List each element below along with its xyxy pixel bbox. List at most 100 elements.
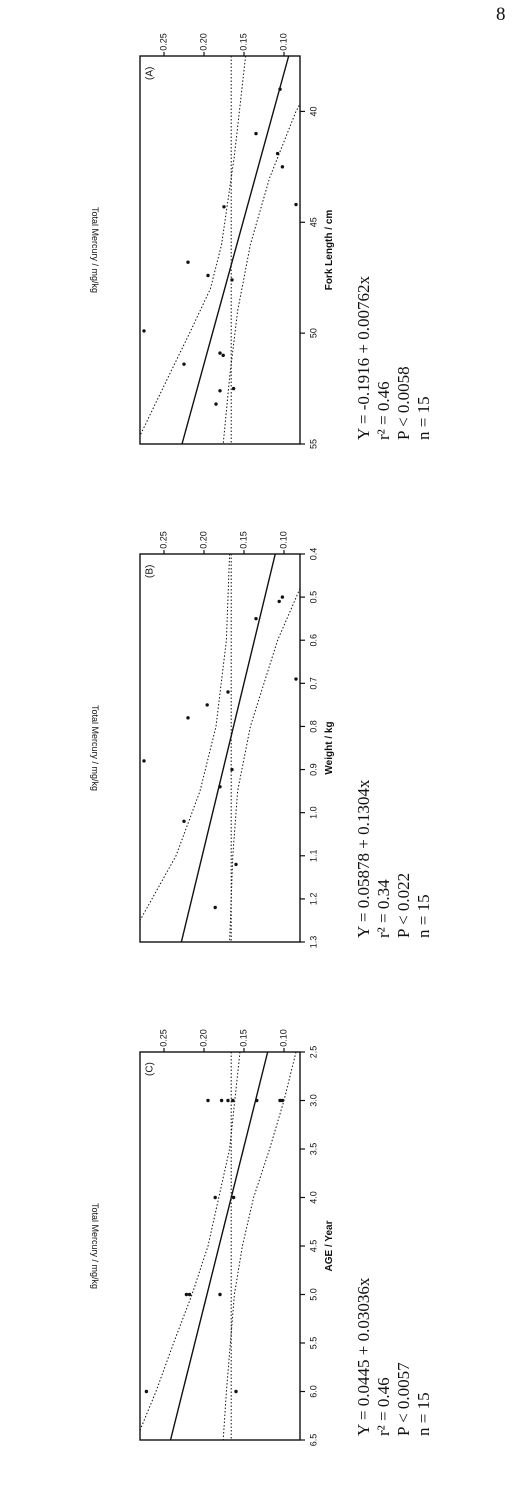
plot-area [140, 554, 300, 942]
data-point [280, 1098, 285, 1103]
x-tick-label: 50 [308, 328, 318, 338]
chart-panel-b: 0.4 0.5 0.6 0.7 0.8 0.9 1.0 1.1 1.2 1.3 0.10 0.15 0.… [0, 498, 526, 996]
plot-frame [139, 55, 301, 445]
data-point [205, 703, 209, 707]
y-axis-title: Total Mercury / mg/kg [90, 1203, 100, 1289]
x-tick-label: 4.5 [308, 1240, 318, 1253]
x-tick-label: 1.3 [308, 936, 318, 949]
data-point [206, 273, 210, 278]
plot-frame [139, 1051, 301, 1441]
data-point [254, 131, 258, 136]
regression-annotation-c: Y = 0.0445 + 0.03036x r² = 0.46 P < 0.0057… [354, 996, 514, 1494]
data-point [214, 402, 218, 406]
data-point [213, 905, 217, 910]
x-tick-label: 5.0 [308, 1288, 318, 1301]
scatter-plot-a: 40 45 50 55 0.10 0.15 0.20 0.25 Fork Length / cm… [90, 33, 335, 449]
x-tick-label: 2.5 [308, 1046, 318, 1059]
scatter-plot-b: 0.4 0.5 0.6 0.7 0.8 0.9 1.0 1.1 1.2 1.3 0.10 0.15 0.… [90, 531, 335, 949]
scatter-plot-c: 2.5 3.0 3.5 4.0 4.5 5.0 5.5 6.0 6.5 0.10 0.15 0.20 0… [90, 1029, 335, 1446]
data-point [275, 151, 280, 156]
data-point [280, 165, 285, 169]
plot-frame [139, 553, 301, 943]
y-tick-label: 0.20 [198, 33, 208, 51]
y-tick-label: 0.10 [278, 33, 288, 51]
data-point [231, 1195, 236, 1200]
data-point [230, 767, 234, 772]
data-point [187, 1292, 192, 1297]
data-point [278, 87, 282, 91]
y-tick-label: 0.10 [278, 1029, 288, 1047]
panel-label: (A) [144, 67, 155, 80]
annotation-line: Y = 0.0445 + 0.03036x [354, 1277, 373, 1436]
y-tick-label: 0.20 [198, 1029, 208, 1047]
y-tick-label: 0.20 [198, 531, 208, 549]
confidence-band-upper [140, 1052, 241, 1432]
regression-annotation-a: Y = -0.1916 + 0.00762x r² = 0.46 P < 0.005… [354, 0, 514, 498]
data-point [294, 677, 298, 681]
confidence-band-upper [140, 56, 247, 437]
chart-panel-c: 2.5 3.0 3.5 4.0 4.5 5.0 5.5 6.0 6.5 0.10 0.15 0.20 0… [0, 996, 526, 1494]
y-axis-title: Total Mercury / mg/kg [90, 207, 100, 293]
x-tick-label: 45 [308, 217, 318, 227]
x-axis-title: Fork Length / cm [324, 210, 335, 291]
x-tick-label: 0.8 [308, 720, 318, 733]
confidence-band-lower [229, 588, 300, 942]
confidence-band-upper [140, 554, 231, 921]
y-tick-label: 0.25 [158, 1029, 168, 1047]
data-point [218, 389, 222, 393]
x-tick-label: 3.0 [308, 1094, 318, 1107]
data-point [218, 1292, 222, 1297]
annotation-line: n = 15 [414, 894, 433, 938]
x-tick-label: 0.4 [308, 548, 318, 561]
x-tick-label: 0.6 [308, 634, 318, 647]
annotation-line: r² = 0.46 [374, 1377, 393, 1436]
y-axis-title: Total Mercury / mg/kg [90, 705, 100, 791]
x-tick-label: 0.7 [308, 677, 318, 690]
x-tick-label: 1.0 [308, 806, 318, 819]
regression-line [180, 554, 276, 942]
data-point [234, 862, 238, 867]
data-point [226, 1098, 230, 1103]
data-point [184, 1292, 189, 1297]
y-tick-label: 0.25 [158, 33, 168, 51]
annotation-line: n = 15 [414, 396, 433, 440]
annotation-line: n = 15 [414, 1392, 433, 1436]
plot-area [140, 1052, 297, 1440]
data-point [186, 716, 190, 720]
x-tick-label: 55 [308, 439, 318, 449]
data-point [231, 1098, 235, 1103]
data-point [213, 1195, 217, 1200]
data-point [221, 353, 225, 358]
annotation-line: P < 0.0058 [394, 366, 413, 440]
x-tick-label: 5.5 [308, 1337, 318, 1350]
x-tick-label: 3.5 [308, 1143, 318, 1156]
x-tick-label: 6.0 [308, 1385, 318, 1398]
y-tick-label: 0.15 [238, 531, 248, 549]
data-point [277, 599, 281, 604]
y-tick-label: 0.15 [238, 1029, 248, 1047]
data-point [255, 1098, 259, 1103]
x-tick-label: 1.2 [308, 893, 318, 906]
data-point [218, 785, 222, 789]
annotation-line: P < 0.022 [394, 872, 413, 938]
panel-label: (C) [144, 1062, 155, 1076]
data-point [142, 329, 146, 333]
x-tick-label: 0.9 [308, 763, 318, 776]
annotation-line: Y = 0.05878 + 0.1304x [354, 779, 373, 938]
data-point [144, 1389, 149, 1394]
panel-label: (B) [144, 565, 155, 578]
data-point [219, 1098, 224, 1103]
x-axis-title: AGE / Year [324, 1220, 335, 1271]
page-number: 8 [496, 4, 506, 25]
data-point [182, 362, 186, 366]
data-point [278, 1098, 282, 1103]
data-point [186, 260, 190, 264]
x-axis-title: Weight / kg [324, 721, 335, 774]
x-tick-label: 40 [308, 106, 318, 116]
regression-line [169, 1052, 269, 1440]
x-tick-label: 0.5 [308, 591, 318, 604]
regression-line [181, 56, 290, 444]
data-point [294, 202, 298, 207]
confidence-band-lower [222, 1052, 297, 1440]
confidence-band-lower [222, 102, 300, 444]
